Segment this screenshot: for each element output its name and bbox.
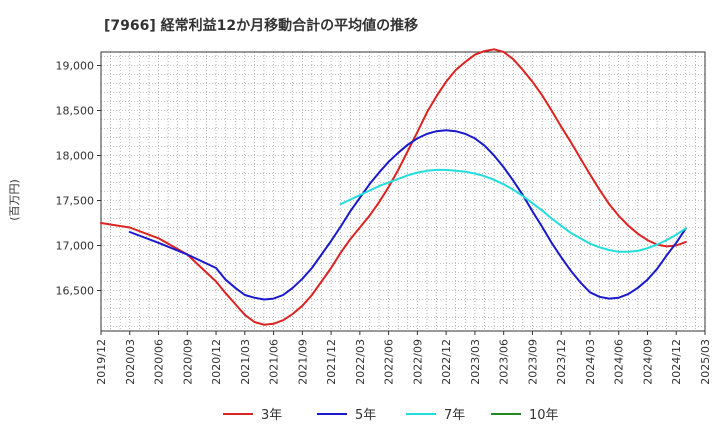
x-axis-ticks: 2019/12 2020/03 2020/06 2020/09 2020/12 2021/… xyxy=(95,331,712,385)
x-tick-label: 2022/03 xyxy=(354,339,367,385)
y-tick-label: 18,500 xyxy=(56,105,95,118)
x-tick-label: 2020/12 xyxy=(210,339,223,385)
legend-item-3: 7年 xyxy=(406,408,465,423)
x-tick-label: 2025/03 xyxy=(699,339,712,385)
legend-item-4: 10年 xyxy=(491,408,559,423)
y-axis-label: (百万円) xyxy=(8,179,21,221)
legend-label: 5年 xyxy=(355,408,376,423)
x-tick-label: 2023/06 xyxy=(498,339,511,385)
grid xyxy=(101,52,705,331)
x-tick-label: 2024/12 xyxy=(670,339,683,385)
y-tick-label: 18,000 xyxy=(56,150,95,163)
legend-item-2: 5年 xyxy=(317,408,376,423)
x-tick-label: 2020/06 xyxy=(153,339,166,385)
x-tick-label: 2020/09 xyxy=(181,339,194,385)
x-tick-label: 2022/06 xyxy=(383,339,396,385)
x-tick-label: 2021/06 xyxy=(268,339,281,385)
x-tick-label: 2020/03 xyxy=(124,339,137,385)
x-tick-label: 2023/09 xyxy=(526,339,539,385)
x-tick-label: 2019/12 xyxy=(95,339,108,385)
x-tick-label: 2021/03 xyxy=(239,339,252,385)
plot-frame xyxy=(100,51,706,332)
x-tick-label: 2024/06 xyxy=(613,339,626,385)
series-line-3 xyxy=(339,168,687,253)
legend: 3年 5年 7年 10年 xyxy=(223,408,559,423)
x-tick-label: 2021/09 xyxy=(296,339,309,385)
series-line-2 xyxy=(128,129,687,301)
x-tick-label: 2024/03 xyxy=(584,339,597,385)
legend-label: 7年 xyxy=(444,408,465,423)
x-tick-label: 2022/12 xyxy=(440,339,453,385)
legend-label: 10年 xyxy=(529,408,559,423)
x-tick-label: 2022/09 xyxy=(411,339,424,385)
y-tick-label: 19,000 xyxy=(56,60,95,73)
x-tick-label: 2021/12 xyxy=(325,339,338,385)
y-axis-ticks: 16,500 17,000 17,500 18,000 18,500 19,000 xyxy=(56,60,101,298)
y-tick-label: 17,500 xyxy=(56,195,95,208)
legend-item-1: 3年 xyxy=(223,408,282,423)
y-tick-label: 17,000 xyxy=(56,240,95,253)
series-line-1 xyxy=(100,48,687,326)
chart-title: [7966] 経常利益12か月移動合計の平均値の推移 xyxy=(104,17,418,34)
y-tick-label: 16,500 xyxy=(56,285,95,298)
legend-label: 3年 xyxy=(261,408,282,423)
x-tick-label: 2023/12 xyxy=(555,339,568,385)
series-lines xyxy=(100,48,687,326)
x-tick-label: 2024/09 xyxy=(641,339,654,385)
x-tick-label: 2023/03 xyxy=(469,339,482,385)
